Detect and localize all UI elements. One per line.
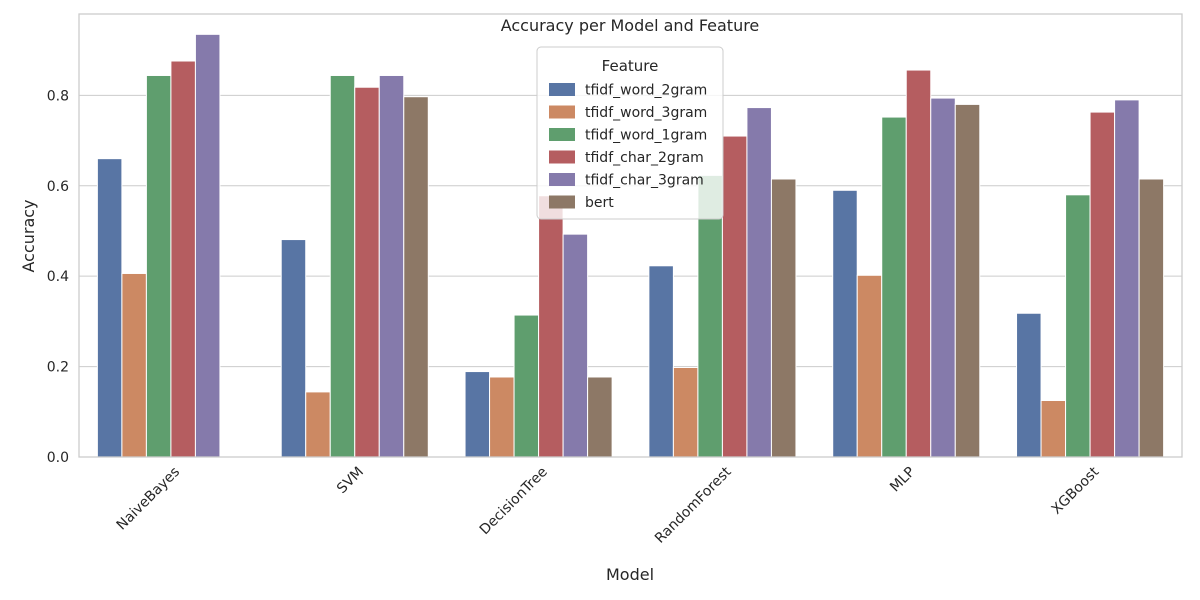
bar-tfidf_char_3gram-XGBoost <box>1114 99 1140 458</box>
bars <box>96 33 1165 458</box>
y-tick-label: 0.2 <box>47 360 69 376</box>
bar-tfidf_word_3gram-NaiveBayes <box>121 272 147 458</box>
bar-bert-SVM <box>403 96 429 458</box>
x-axis-label: Model <box>606 565 654 584</box>
bar-tfidf_char_2gram-NaiveBayes <box>170 60 196 458</box>
bar-tfidf_word_2gram-XGBoost <box>1016 312 1042 458</box>
legend-swatch-bert <box>549 195 575 209</box>
legend-label: tfidf_char_3gram <box>585 173 704 189</box>
bar-tfidf_char_2gram-RandomForest <box>721 135 748 458</box>
y-axis-label: Accuracy <box>19 199 38 272</box>
bar-bert-XGBoost <box>1138 178 1165 458</box>
bar-bert-RandomForest <box>770 178 797 458</box>
y-tick-label: 0.4 <box>47 269 69 285</box>
y-tick-label: 0.6 <box>47 179 69 195</box>
bar-tfidf_char_3gram-DecisionTree <box>562 233 589 458</box>
legend: Feature tfidf_word_2gram tfidf_word_3gramt… <box>536 46 724 220</box>
x-tick-label: MLP <box>887 464 918 495</box>
y-tick-label: 0.0 <box>47 450 69 466</box>
legend-swatch-tfidf_char_3gram <box>549 173 575 186</box>
bar-bert-DecisionTree <box>587 376 613 458</box>
bar-tfidf_char_2gram-SVM <box>354 86 380 458</box>
bar-tfidf_word_3gram-MLP <box>856 274 883 458</box>
bar-tfidf_word_1gram-SVM <box>329 74 356 458</box>
bar-tfidf_word_2gram-MLP <box>832 189 858 458</box>
bar-tfidf_word_2gram-SVM <box>280 239 307 458</box>
legend-label: tfidf_word_2gram <box>585 83 707 99</box>
bar-tfidf_word_1gram-NaiveBayes <box>145 74 172 458</box>
bar-tfidf_char_3gram-MLP <box>930 97 956 458</box>
bar-tfidf_char_2gram-XGBoost <box>1089 111 1116 458</box>
legend-label: tfidf_char_2gram <box>585 150 704 166</box>
x-tick-label: SVM <box>334 464 367 497</box>
x-tick-label: RandomForest <box>652 464 735 547</box>
bar-tfidf_word_2gram-NaiveBayes <box>96 158 123 458</box>
bar-tfidf_char_3gram-RandomForest <box>746 107 772 458</box>
x-tick-label: NaiveBayes <box>114 464 183 533</box>
legend-box <box>536 46 724 220</box>
bar-tfidf_char_2gram-DecisionTree <box>538 195 564 458</box>
legend-label: tfidf_word_3gram <box>585 105 707 121</box>
y-tick-label: 0.8 <box>47 88 69 104</box>
legend-swatch-tfidf_char_2gram <box>549 150 575 164</box>
x-axis-ticks: NaiveBayes SVM DecisionTree RandomForest MLP… <box>114 464 1103 547</box>
legend-label: bert <box>585 195 614 211</box>
bar-tfidf_char_2gram-MLP <box>905 69 932 458</box>
bar-tfidf_char_3gram-SVM <box>378 74 405 458</box>
bar-tfidf_word_3gram-SVM <box>305 391 331 458</box>
y-axis-ticks: 0.0 0.2 0.4 0.6 0.8 <box>47 88 69 466</box>
bar-tfidf_word_2gram-DecisionTree <box>464 371 491 458</box>
bar-tfidf_word_1gram-RandomForest <box>697 174 723 458</box>
bar-tfidf_word_2gram-RandomForest <box>648 265 674 458</box>
plot-frame <box>78 13 1183 458</box>
bar-tfidf_word_3gram-RandomForest <box>672 366 699 458</box>
legend-label: tfidf_word_1gram <box>585 128 707 144</box>
bar-tfidf_word_1gram-MLP <box>881 116 907 458</box>
x-tick-label: XGBoost <box>1049 464 1103 518</box>
legend-swatch-tfidf_word_2gram <box>549 83 575 96</box>
legend-swatch-tfidf_word_1gram <box>549 128 575 141</box>
bar-tfidf_char_3gram-NaiveBayes <box>194 33 221 458</box>
bar-tfidf_word_1gram-XGBoost <box>1065 194 1091 458</box>
x-tick-label: DecisionTree <box>477 464 551 538</box>
legend-title: Feature <box>602 57 659 75</box>
bar-tfidf_word_3gram-DecisionTree <box>489 376 515 458</box>
legend-swatch-tfidf_word_3gram <box>549 105 575 119</box>
bar-tfidf_word_1gram-DecisionTree <box>513 314 540 458</box>
chart-title: Accuracy per Model and Feature <box>501 16 760 35</box>
bar-bert-MLP <box>954 103 981 458</box>
bar-tfidf_word_3gram-XGBoost <box>1040 399 1067 458</box>
